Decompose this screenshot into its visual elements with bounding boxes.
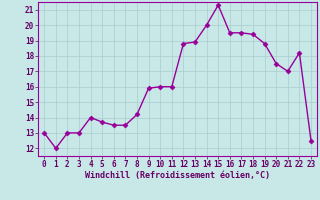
X-axis label: Windchill (Refroidissement éolien,°C): Windchill (Refroidissement éolien,°C) bbox=[85, 171, 270, 180]
